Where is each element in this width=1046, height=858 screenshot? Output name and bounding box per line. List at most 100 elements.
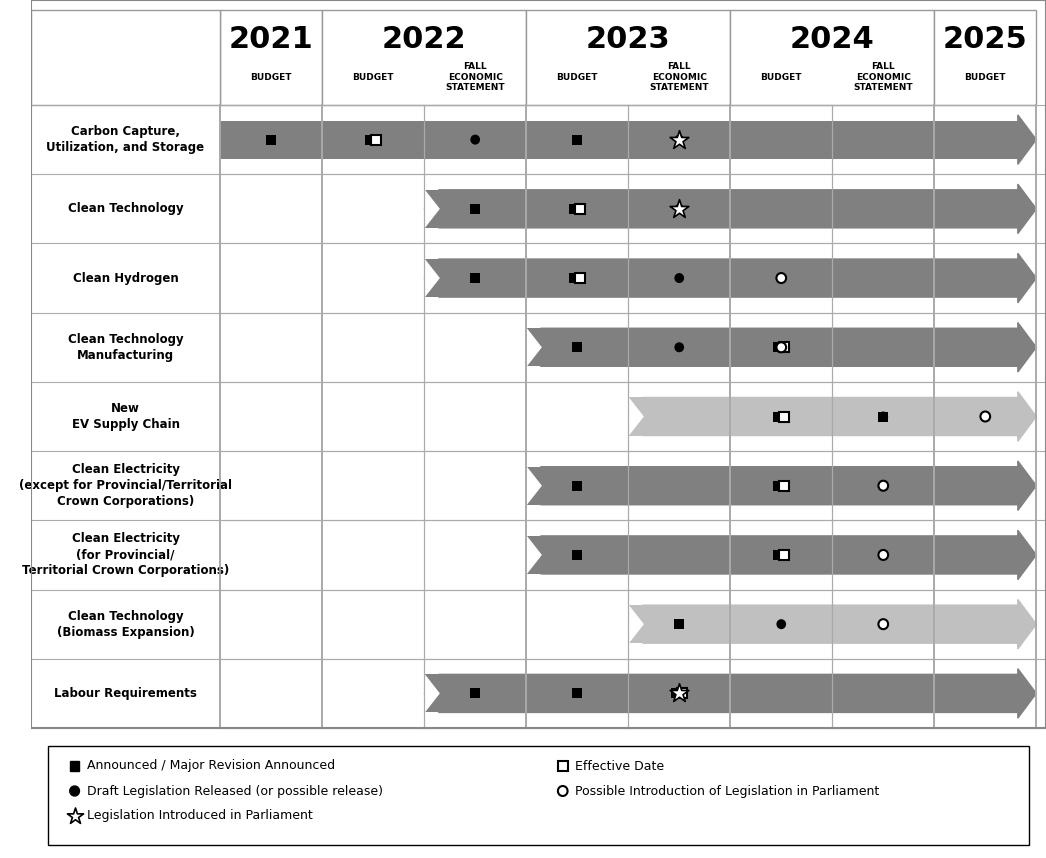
Polygon shape (628, 397, 643, 436)
Bar (779, 342, 789, 353)
Bar (675, 619, 684, 629)
Polygon shape (526, 467, 541, 505)
Text: FALL
ECONOMIC
STATEMENT: FALL ECONOMIC STATEMENT (446, 62, 505, 92)
Bar (569, 273, 579, 283)
Bar (425, 259, 1018, 297)
Bar (31, 520, 1046, 589)
Polygon shape (526, 329, 1037, 366)
Text: 2024: 2024 (790, 26, 874, 55)
Polygon shape (1018, 392, 1037, 441)
Bar (31, 312, 1046, 382)
Text: BUDGET: BUDGET (964, 72, 1006, 82)
Bar (629, 605, 1018, 644)
Polygon shape (1018, 184, 1037, 233)
Circle shape (879, 619, 888, 629)
Bar (322, 10, 526, 105)
Text: Clean Electricity
(for Provincial/
Territorial Crown Corporations): Clean Electricity (for Provincial/ Terri… (22, 533, 229, 577)
Polygon shape (424, 190, 439, 228)
Circle shape (879, 412, 888, 421)
Text: Labour Requirements: Labour Requirements (54, 687, 197, 700)
Bar (471, 204, 480, 214)
Text: Legislation Introduced in Parliament: Legislation Introduced in Parliament (87, 809, 313, 823)
Text: Clean Hydrogen: Clean Hydrogen (72, 271, 179, 285)
Circle shape (879, 550, 888, 560)
Bar (934, 10, 1037, 105)
Bar (471, 273, 480, 283)
Polygon shape (425, 190, 1037, 228)
Bar (541, 467, 1018, 505)
Bar (267, 135, 276, 145)
Circle shape (558, 786, 568, 796)
Polygon shape (1018, 115, 1037, 165)
Text: Clean Technology: Clean Technology (68, 202, 183, 215)
Bar (572, 480, 582, 491)
Bar (773, 550, 783, 560)
Text: Possible Introduction of Legislation in Parliament: Possible Introduction of Legislation in … (575, 784, 880, 797)
Text: 2021: 2021 (229, 26, 314, 55)
Bar (572, 688, 582, 698)
Circle shape (675, 688, 684, 698)
Bar (730, 10, 934, 105)
Bar (773, 412, 783, 421)
Polygon shape (526, 329, 541, 366)
Bar (541, 329, 1018, 366)
Text: Clean Technology
Manufacturing: Clean Technology Manufacturing (68, 333, 183, 362)
Polygon shape (526, 467, 1037, 505)
Bar (31, 0, 1046, 728)
Polygon shape (628, 605, 643, 644)
Point (670, 133, 687, 147)
Polygon shape (526, 536, 1037, 574)
Bar (31, 244, 1046, 312)
Polygon shape (1018, 600, 1037, 649)
Text: 2022: 2022 (382, 26, 467, 55)
Text: Announced / Major Revision Announced: Announced / Major Revision Announced (87, 759, 336, 772)
Polygon shape (629, 605, 1037, 644)
Bar (526, 536, 1018, 574)
Bar (425, 674, 1018, 712)
Bar (31, 105, 1046, 174)
Circle shape (776, 342, 787, 353)
Text: Clean Technology
(Biomass Expansion): Clean Technology (Biomass Expansion) (56, 610, 195, 638)
Text: Clean Electricity
(except for Provincial/Territorial
Crown Corporations): Clean Electricity (except for Provincial… (19, 463, 232, 508)
Polygon shape (1018, 530, 1037, 580)
Polygon shape (526, 536, 541, 574)
Bar (773, 342, 783, 353)
Circle shape (675, 135, 684, 145)
Bar (779, 480, 789, 491)
Circle shape (776, 273, 787, 283)
Point (670, 686, 687, 700)
Bar (365, 135, 376, 145)
Bar (572, 342, 582, 353)
Circle shape (675, 342, 684, 353)
Polygon shape (1018, 668, 1037, 718)
Bar (439, 259, 1018, 297)
Polygon shape (629, 397, 1037, 436)
Bar (773, 480, 783, 491)
Circle shape (980, 412, 991, 421)
Bar (643, 397, 1018, 436)
Circle shape (879, 550, 888, 560)
Bar (575, 204, 585, 214)
Polygon shape (425, 259, 1037, 297)
Bar (439, 190, 1018, 228)
Bar (371, 135, 381, 145)
Bar (31, 659, 1046, 728)
Circle shape (879, 480, 888, 491)
Bar (575, 273, 585, 283)
Text: 2023: 2023 (586, 26, 670, 55)
Bar (779, 412, 789, 421)
Polygon shape (1018, 323, 1037, 372)
Text: FALL
ECONOMIC
STATEMENT: FALL ECONOMIC STATEMENT (854, 62, 913, 92)
Bar (31, 382, 1046, 451)
Circle shape (70, 786, 79, 796)
Text: BUDGET: BUDGET (353, 72, 394, 82)
Text: Effective Date: Effective Date (575, 759, 664, 772)
Bar (526, 329, 1018, 366)
Bar (572, 135, 582, 145)
Bar (31, 10, 220, 105)
Text: BUDGET: BUDGET (250, 72, 292, 82)
Circle shape (776, 619, 787, 629)
Bar (70, 761, 79, 771)
Point (670, 202, 687, 215)
Circle shape (879, 480, 888, 491)
